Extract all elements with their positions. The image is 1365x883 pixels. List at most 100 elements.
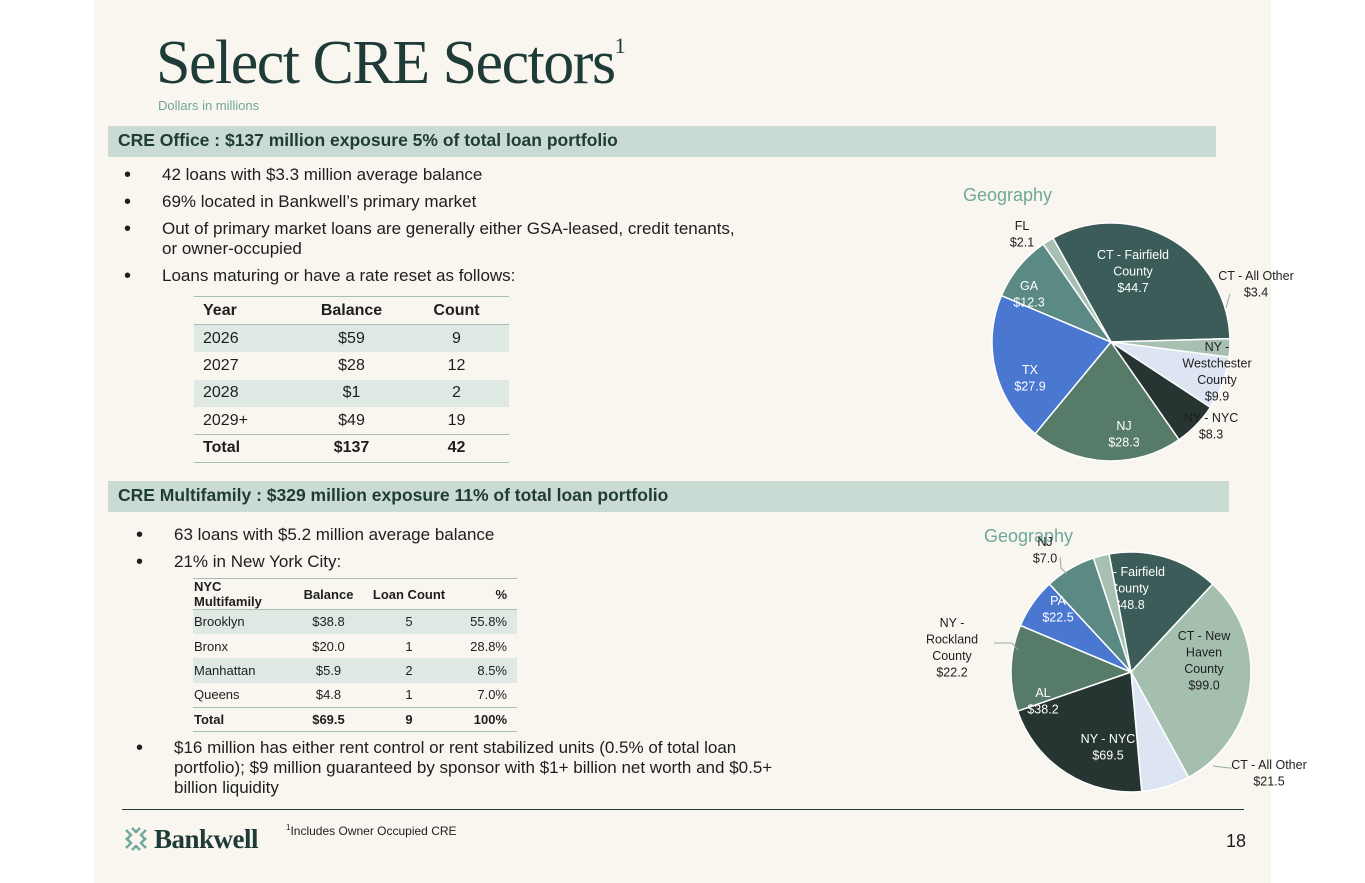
table-row: 2027 $28 12 bbox=[194, 352, 509, 380]
pie-label-nj: NJ $28.3 bbox=[1108, 419, 1139, 450]
table-cell: 5 bbox=[372, 609, 446, 634]
table-cell: $49 bbox=[338, 411, 365, 429]
table-cell: 2029+ bbox=[203, 411, 248, 429]
pie-slice-ct-fairfield-county bbox=[1108, 551, 1214, 674]
multifamily-geography-title: Geography bbox=[984, 526, 1074, 546]
bankwell-logo-icon bbox=[125, 827, 147, 851]
slide: Select CRE Sectors1 Dollars in millions … bbox=[94, 0, 1307, 883]
pie-label-ny-nyc: NY - NYC $69.5 bbox=[1081, 732, 1136, 763]
table-cell: $20.0 bbox=[312, 638, 345, 654]
table-cell: Queens bbox=[194, 687, 240, 703]
table-cell: $28 bbox=[338, 356, 365, 374]
table-cell: 2026 bbox=[194, 324, 299, 352]
table-cell: Total bbox=[194, 434, 299, 463]
office-bullets: 42 loans with $3.3 million average balan… bbox=[124, 165, 804, 286]
table-cell: 2 bbox=[372, 658, 446, 683]
page-title: Select CRE Sectors1 bbox=[156, 29, 626, 97]
table-cell: $137 bbox=[299, 434, 404, 463]
table-row: Bronx $20.0 1 28.8% bbox=[193, 634, 517, 658]
table-cell: Brooklyn bbox=[193, 609, 285, 634]
page-subtitle: Dollars in millions bbox=[158, 98, 260, 113]
pie-label-ny-rockland-county: NY -Rockland County $22.2 bbox=[926, 616, 978, 680]
office-geography-title: Geography bbox=[963, 185, 1053, 205]
table-cell: 100% bbox=[446, 706, 517, 732]
table-cell: 12 bbox=[447, 356, 466, 374]
table-cell: 1 bbox=[405, 638, 413, 654]
page-number: 18 bbox=[1226, 831, 1247, 851]
pie-leader-line bbox=[1059, 556, 1068, 575]
nyc-multifamily-table: NYC Multifamily Balance Loan Count % Bro… bbox=[193, 578, 517, 732]
col-header-borough: NYC Multifamily bbox=[193, 578, 285, 610]
multifamily-bullet: 63 loans with $5.2 million average balan… bbox=[136, 525, 736, 545]
multifamily-bullets: 63 loans with $5.2 million average balan… bbox=[136, 525, 736, 572]
pie-label-ga: GA $12.3 bbox=[1013, 279, 1044, 310]
table-header-row: Year Balance Count bbox=[194, 296, 509, 325]
pie-leader-line bbox=[1212, 765, 1232, 769]
table-cell: 7.0% bbox=[477, 687, 507, 703]
table-cell: 9 bbox=[372, 706, 446, 732]
table-cell: 19 bbox=[447, 411, 466, 429]
table-cell: $69.5 bbox=[285, 706, 372, 732]
pie-label-ct-all-other: CT - All Other $21.5 bbox=[1231, 758, 1306, 789]
table-cell: $38.8 bbox=[285, 609, 372, 634]
table-row: Brooklyn $38.8 5 55.8% bbox=[193, 609, 517, 634]
table-row: 2029+ $49 19 bbox=[194, 407, 509, 435]
col-header-count: Count bbox=[404, 296, 509, 325]
table-cell: 42 bbox=[404, 434, 509, 463]
bankwell-logo: Bankwell bbox=[122, 822, 259, 856]
bankwell-logo-text: Bankwell bbox=[154, 823, 259, 854]
office-geography-pie-chart: CT - Fairfield County $44.7 CT - All Other $… bbox=[991, 219, 1294, 462]
office-bullet: Out of primary market loans are generall… bbox=[124, 219, 804, 259]
table-cell: 2 bbox=[404, 379, 509, 407]
multifamily-section-header: CRE Multifamily : $329 million exposure … bbox=[108, 481, 1229, 512]
table-row: Manhattan $5.9 2 8.5% bbox=[193, 658, 517, 683]
table-cell: 2028 bbox=[194, 379, 299, 407]
table-cell: $5.9 bbox=[285, 658, 372, 683]
col-header-percent: % bbox=[446, 578, 517, 610]
pie-label-ny-nyc: NY - NYC $8.3 bbox=[1184, 411, 1239, 442]
pie-label-nj: NJ $7.0 bbox=[1033, 535, 1057, 566]
table-cell: 1 bbox=[405, 687, 413, 703]
col-header-year: Year bbox=[194, 296, 299, 325]
pie-slice-fl bbox=[1042, 237, 1112, 343]
table-row: 2028 $1 2 bbox=[194, 379, 509, 407]
table-cell: $4.8 bbox=[315, 687, 342, 703]
pie-slice-nj bbox=[1092, 553, 1132, 673]
pie-slice-ny-nyc bbox=[1016, 670, 1143, 793]
pie-leader-line bbox=[1225, 293, 1231, 309]
pie-label-ct-fairfield-county: CT - Fairfield County $44.7 bbox=[1097, 248, 1169, 295]
table-header-row: NYC Multifamily Balance Loan Count % bbox=[193, 578, 517, 610]
table-cell: 55.8% bbox=[446, 609, 517, 634]
office-bullet: 42 loans with $3.3 million average balan… bbox=[124, 165, 804, 185]
office-bullet: 69% located in Bankwell’s primary market bbox=[124, 192, 804, 212]
multifamily-geography-pie-chart: CT - Fairfield County $48.8CT - New Haven Co… bbox=[926, 535, 1307, 793]
table-total-row: Total $69.5 9 100% bbox=[193, 706, 517, 732]
table-cell: 28.8% bbox=[470, 638, 507, 654]
table-cell: $59 bbox=[299, 324, 404, 352]
pie-slice-ct-new-haven-county bbox=[1130, 583, 1252, 779]
table-cell: 9 bbox=[404, 324, 509, 352]
multifamily-bullet: $16 million has either rent control or r… bbox=[136, 738, 836, 798]
table-cell: Manhattan bbox=[193, 658, 285, 683]
pie-label-al: AL $38.2 bbox=[1027, 686, 1058, 717]
table-cell: 8.5% bbox=[446, 658, 517, 683]
table-row: Queens $4.8 1 7.0% bbox=[193, 683, 517, 707]
footer-divider bbox=[122, 809, 1244, 810]
table-cell: 2027 bbox=[203, 356, 239, 374]
col-header-balance: Balance bbox=[285, 578, 372, 610]
pie-slice-nj bbox=[1034, 340, 1181, 462]
pie-label-ct-new-haven-county: CT - New Haven County $99.0 bbox=[1178, 629, 1232, 693]
pie-slice-ct-fairfield-county bbox=[1051, 222, 1231, 343]
office-section-header: CRE Office : $137 million exposure 5% of… bbox=[108, 126, 1216, 157]
office-bullet: Loans maturing or have a rate reset as f… bbox=[124, 266, 804, 286]
pie-label-ct-all-other: CT - All Other $3.4 bbox=[1218, 269, 1293, 300]
pie-label-ny-westchester-county: NY -Westchester County $9.9 bbox=[1182, 340, 1251, 404]
multifamily-bullet: 21% in New York City: bbox=[136, 552, 736, 572]
pie-label-pa: PA $22.5 bbox=[1042, 594, 1073, 625]
footnote: 1Includes Owner Occupied CRE bbox=[286, 823, 457, 838]
col-header-balance: Balance bbox=[299, 296, 404, 325]
pie-label-tx: TX $27.9 bbox=[1014, 363, 1045, 394]
table-cell: Bronx bbox=[194, 638, 228, 654]
pie-leader-line bbox=[994, 642, 1019, 651]
office-maturity-table: Year Balance Count 2026 $59 9 2027 $28 1… bbox=[194, 296, 509, 463]
